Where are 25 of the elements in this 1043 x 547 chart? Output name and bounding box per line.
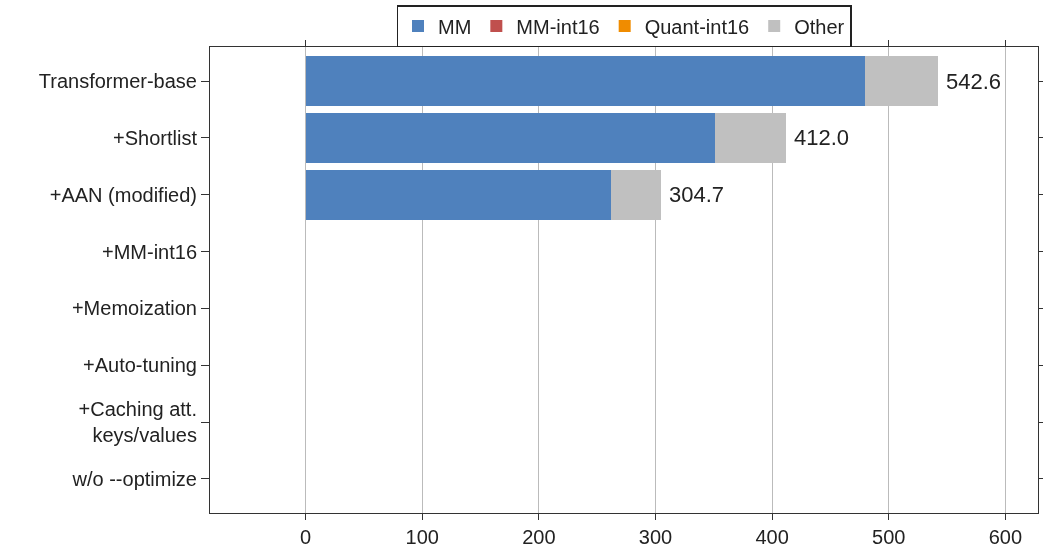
legend-label: MM-int16 [516, 15, 600, 38]
y-tick-label: +AAN (modified) [49, 183, 197, 206]
x-tick-label: 500 [872, 526, 906, 547]
y-tick-label: +MM-int16 [101, 240, 197, 263]
x-tick-label: 400 [755, 526, 789, 547]
total-label: 304.7 [669, 182, 725, 207]
legend-label: Other [794, 15, 845, 38]
y-tick-label: Transformer-base [38, 70, 197, 93]
y-tick-label: w/o --optimize [71, 467, 197, 490]
total-label: 412.0 [794, 125, 850, 150]
y-tick-label: +Caching att. keys/values [78, 398, 197, 447]
x-tick-label: 300 [638, 526, 673, 547]
y-tick-label: +Memoization [71, 297, 197, 320]
x-tick-label: 200 [522, 526, 556, 547]
bar [305, 169, 611, 220]
legend-label: Quant-int16 [644, 15, 750, 38]
legend-label: MM [438, 15, 472, 38]
x-tick-label: 100 [405, 526, 439, 547]
y-tick-label: +Shortlist [113, 126, 198, 149]
x-tick-label: 600 [988, 526, 1023, 547]
bar [305, 112, 715, 163]
x-tick-label: 0 [300, 526, 312, 547]
bar [305, 56, 865, 107]
total-label: 542.6 [946, 69, 1002, 94]
y-tick-label: +Auto-tuning [83, 354, 197, 377]
